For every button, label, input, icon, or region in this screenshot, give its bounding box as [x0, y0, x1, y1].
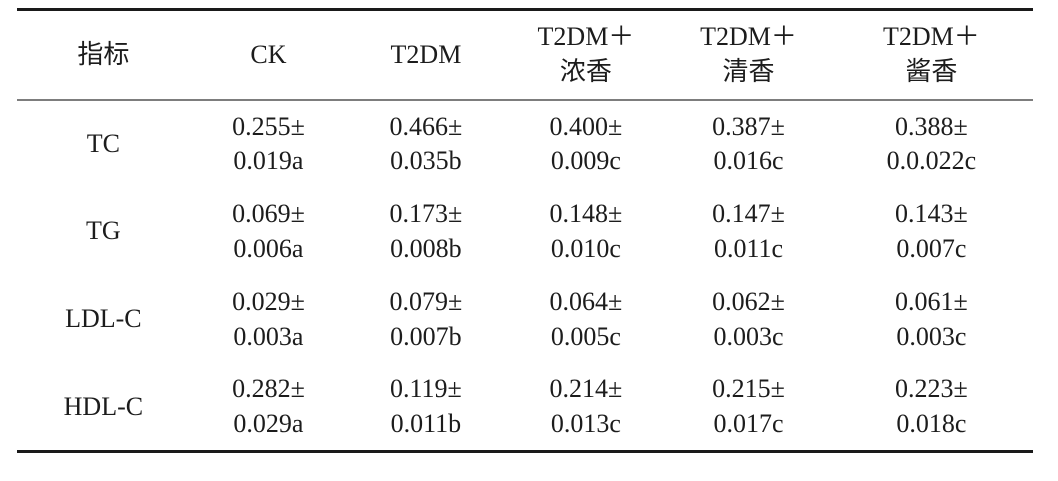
sd-line: 0.007c	[896, 233, 967, 263]
data-cell: 0.061± 0.003c	[830, 276, 1033, 364]
header-cell-t2dm-nongxiang: T2DM＋ 浓香	[505, 10, 668, 100]
header-line: 清香	[722, 56, 775, 86]
value-line: 0.069±	[232, 199, 305, 229]
header-line: 指标	[77, 39, 130, 69]
row-label: TG	[86, 216, 121, 246]
header-cell-t2dm-qingxiang: T2DM＋ 清香	[667, 10, 830, 100]
header-line: T2DM＋	[537, 22, 635, 52]
data-cell: 0.064± 0.005c	[505, 276, 668, 364]
value-line: 0.064±	[549, 287, 623, 317]
value-line: 0.214±	[549, 374, 623, 404]
header-line: CK	[250, 39, 287, 69]
value-line: 0.119±	[390, 374, 462, 404]
header-cell-indicator: 指标	[17, 10, 190, 100]
data-cell: 0.029± 0.003a	[190, 276, 347, 364]
value-line: 0.147±	[712, 199, 785, 229]
sd-line: 0.013c	[550, 408, 621, 438]
header-line: 酱香	[905, 56, 958, 86]
data-cell: 0.143± 0.007c	[830, 188, 1033, 276]
row-label: LDL-C	[65, 304, 142, 334]
table-header: 指标 CK T2DM T2DM＋ 浓香 T2DM＋ 清香	[17, 10, 1033, 100]
sd-line: 0.006a	[233, 233, 304, 263]
paper-table-container: 指标 CK T2DM T2DM＋ 浓香 T2DM＋ 清香	[17, 8, 1033, 453]
header-cell-t2dm-jiangxiang: T2DM＋ 酱香	[830, 10, 1033, 100]
header-line: T2DM	[390, 39, 462, 69]
value-line: 0.148±	[549, 199, 623, 229]
sd-line: 0.017c	[713, 408, 784, 438]
data-cell: 0.079± 0.007b	[347, 276, 504, 364]
data-cell: 0.282± 0.029a	[190, 364, 347, 452]
sd-line: 0.029a	[233, 408, 304, 438]
value-line: 0.282±	[232, 374, 305, 404]
sd-line: 0.007b	[390, 321, 462, 351]
sd-line: 0.003a	[233, 321, 304, 351]
header-row: 指标 CK T2DM T2DM＋ 浓香 T2DM＋ 清香	[17, 10, 1033, 100]
sd-line: 0.018c	[896, 408, 967, 438]
data-cell: 0.119± 0.011b	[347, 364, 504, 452]
table-body: TC 0.255± 0.019a 0.466± 0.035b 0.400± 0.…	[17, 100, 1033, 452]
sd-line: 0.011c	[713, 233, 784, 263]
data-cell: 0.069± 0.006a	[190, 188, 347, 276]
data-cell: 0.062± 0.003c	[667, 276, 830, 364]
value-line: 0.387±	[712, 111, 785, 141]
header-line: T2DM＋	[700, 22, 797, 52]
value-line: 0.061±	[894, 287, 968, 317]
data-cell: 0.147± 0.011c	[667, 188, 830, 276]
data-cell: 0.255± 0.019a	[190, 100, 347, 188]
value-line: 0.466±	[389, 111, 463, 141]
sd-line: 0.009c	[550, 146, 621, 175]
table-row-ldl-c: LDL-C 0.029± 0.003a 0.079± 0.007b 0.064±…	[17, 276, 1033, 364]
sd-line: 0.0.022c	[886, 146, 977, 175]
data-cell: 0.400± 0.009c	[505, 100, 668, 188]
table-row-tg: TG 0.069± 0.006a 0.173± 0.008b 0.148± 0.…	[17, 188, 1033, 276]
value-line: 0.215±	[712, 374, 785, 404]
value-line: 0.255±	[232, 111, 305, 141]
sd-line: 0.003c	[713, 321, 784, 351]
value-line: 0.388±	[894, 111, 968, 141]
sd-line: 0.008b	[390, 233, 462, 263]
value-line: 0.079±	[389, 287, 463, 317]
sd-line: 0.035b	[390, 146, 462, 175]
data-cell: 0.214± 0.013c	[505, 364, 668, 452]
header-line: T2DM＋	[882, 22, 980, 52]
sd-line: 0.011b	[390, 408, 462, 438]
data-cell: 0.466± 0.035b	[347, 100, 504, 188]
data-cell: 0.387± 0.016c	[667, 100, 830, 188]
sd-line: 0.016c	[713, 146, 784, 175]
sd-line: 0.010c	[550, 233, 621, 263]
value-line: 0.029±	[232, 287, 305, 317]
data-cell: 0.148± 0.010c	[505, 188, 668, 276]
value-line: 0.223±	[894, 374, 968, 404]
sd-line: 0.019a	[233, 146, 304, 175]
lipid-indicators-table: 指标 CK T2DM T2DM＋ 浓香 T2DM＋ 清香	[17, 8, 1033, 453]
data-cell: 0.223± 0.018c	[830, 364, 1033, 452]
data-cell: 0.388± 0.0.022c	[830, 100, 1033, 188]
header-line: 浓香	[559, 56, 612, 86]
table-row-hdl-c: HDL-C 0.282± 0.029a 0.119± 0.011b 0.214±…	[17, 364, 1033, 452]
value-line: 0.143±	[894, 199, 968, 229]
header-cell-ck: CK	[190, 10, 347, 100]
value-line: 0.173±	[389, 199, 463, 229]
row-label: TC	[86, 128, 120, 158]
value-line: 0.062±	[712, 287, 785, 317]
header-cell-t2dm: T2DM	[347, 10, 504, 100]
value-line: 0.400±	[549, 111, 623, 141]
data-cell: 0.173± 0.008b	[347, 188, 504, 276]
table-row-tc: TC 0.255± 0.019a 0.466± 0.035b 0.400± 0.…	[17, 100, 1033, 188]
row-label: HDL-C	[63, 391, 144, 421]
data-cell: 0.215± 0.017c	[667, 364, 830, 452]
sd-line: 0.003c	[896, 321, 967, 351]
sd-line: 0.005c	[550, 321, 621, 351]
